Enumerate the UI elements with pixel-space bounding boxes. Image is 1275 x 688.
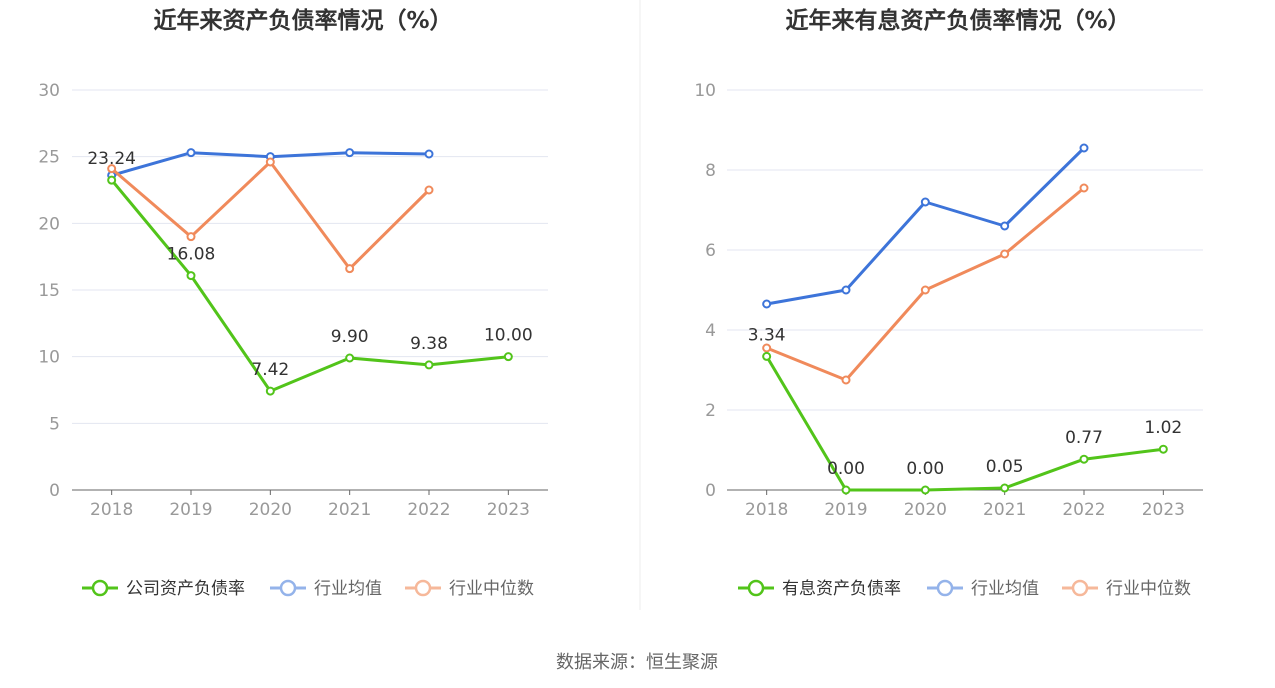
- data-label: 7.42: [251, 360, 289, 380]
- y-tick-label: 5: [49, 414, 60, 434]
- y-tick-label: 30: [38, 81, 60, 101]
- legend-item-0[interactable]: 有息资产负债率: [738, 579, 901, 599]
- y-tick-label: 2: [705, 401, 716, 421]
- legend-label: 公司资产负债率: [126, 579, 245, 599]
- chart-panel-interest-debt-ratio: 近年来有息资产负债率情况（%） 0 2 4 6 8 10 2018 2019 2020 2021 20…: [694, 7, 1203, 599]
- y-tick-label: 8: [705, 161, 716, 181]
- legend-item-2[interactable]: 行业中位数: [1062, 579, 1191, 599]
- y-tick-label: 0: [49, 481, 60, 501]
- legend-label: 行业均值: [971, 579, 1039, 599]
- y-tick-label: 10: [38, 348, 60, 368]
- data-point[interactable]: [1000, 249, 1010, 259]
- data-point[interactable]: [1158, 444, 1168, 454]
- legend-marker-icon: [91, 579, 109, 597]
- y-tick-label: 10: [694, 81, 716, 101]
- data-point[interactable]: [424, 149, 434, 159]
- legend-item-0[interactable]: 公司资产负债率: [82, 579, 245, 599]
- data-label: 23.24: [87, 149, 136, 169]
- data-label: 0.05: [986, 457, 1024, 477]
- data-point[interactable]: [920, 285, 930, 295]
- data-label: 0.77: [1065, 428, 1103, 448]
- data-point[interactable]: [1079, 183, 1089, 193]
- data-point[interactable]: [1000, 483, 1010, 493]
- data-point[interactable]: [1079, 454, 1089, 464]
- x-tick-label: 2018: [745, 500, 788, 520]
- data-label: 9.90: [331, 327, 369, 347]
- x-tick-label: 2020: [249, 500, 292, 520]
- data-point[interactable]: [186, 271, 196, 281]
- legend-marker-icon: [279, 579, 297, 597]
- y-tick-label: 15: [38, 281, 60, 301]
- data-point[interactable]: [762, 343, 772, 353]
- y-tick-label: 6: [705, 241, 716, 261]
- series-line-0: [110, 179, 509, 393]
- y-tick-label: 25: [38, 148, 60, 168]
- legend-label: 有息资产负债率: [782, 579, 901, 599]
- data-point[interactable]: [345, 148, 355, 158]
- data-point[interactable]: [345, 353, 355, 363]
- data-point[interactable]: [920, 197, 930, 207]
- data-point[interactable]: [424, 360, 434, 370]
- data-point[interactable]: [186, 148, 196, 158]
- data-point[interactable]: [762, 299, 772, 309]
- x-tick-label: 2019: [169, 500, 212, 520]
- legend-item-1[interactable]: 行业均值: [270, 579, 382, 599]
- chart-title: 近年来有息资产负债率情况（%）: [785, 7, 1130, 34]
- data-point[interactable]: [841, 375, 851, 385]
- data-point[interactable]: [424, 185, 434, 195]
- x-tick-label: 2021: [328, 500, 371, 520]
- chart-title: 近年来资产负债率情况（%）: [153, 7, 452, 34]
- x-tick-label: 2018: [90, 500, 133, 520]
- legend-label: 行业均值: [314, 579, 382, 599]
- data-point[interactable]: [107, 175, 117, 185]
- data-label: 16.08: [167, 245, 216, 265]
- data-point[interactable]: [1000, 221, 1010, 231]
- legend-marker-icon: [747, 579, 765, 597]
- data-label: 3.34: [748, 325, 786, 345]
- data-point[interactable]: [265, 157, 275, 167]
- legend-marker-icon: [414, 579, 432, 597]
- data-point[interactable]: [841, 285, 851, 295]
- series-line-2: [766, 186, 1085, 382]
- legend-label: 行业中位数: [449, 579, 534, 599]
- data-label: 0.00: [827, 459, 865, 479]
- data-point[interactable]: [1079, 143, 1089, 153]
- data-label: 10.00: [484, 326, 533, 346]
- series-line-2: [110, 160, 431, 271]
- legend-marker-icon: [1071, 579, 1089, 597]
- series-line-0: [765, 355, 1164, 492]
- legend-marker-icon: [936, 579, 954, 597]
- data-point[interactable]: [920, 485, 930, 495]
- data-label: 9.38: [410, 334, 448, 354]
- x-tick-label: 2022: [407, 500, 450, 520]
- data-point[interactable]: [265, 386, 275, 396]
- data-point[interactable]: [841, 485, 851, 495]
- y-tick-label: 20: [38, 214, 60, 234]
- x-tick-label: 2022: [1062, 500, 1105, 520]
- data-point[interactable]: [503, 352, 513, 362]
- y-tick-label: 4: [705, 321, 716, 341]
- x-tick-label: 2023: [1142, 500, 1185, 520]
- data-point[interactable]: [107, 164, 117, 174]
- x-tick-label: 2021: [983, 500, 1026, 520]
- x-tick-label: 2019: [824, 500, 867, 520]
- data-source-text: 数据来源：恒生聚源: [556, 652, 718, 673]
- data-label: 1.02: [1144, 418, 1182, 438]
- data-point[interactable]: [345, 264, 355, 274]
- data-point[interactable]: [186, 232, 196, 242]
- legend-label: 行业中位数: [1106, 579, 1191, 599]
- x-tick-label: 2023: [487, 500, 530, 520]
- x-tick-label: 2020: [904, 500, 947, 520]
- legend-item-2[interactable]: 行业中位数: [405, 579, 534, 599]
- y-tick-label: 0: [705, 481, 716, 501]
- data-point[interactable]: [762, 351, 772, 361]
- data-label: 0.00: [906, 459, 944, 479]
- legend-item-1[interactable]: 行业均值: [927, 579, 1039, 599]
- chart-panel-debt-ratio: 近年来资产负债率情况（%） 0 5 10 15 20 25 30 2018 2019 2020 202…: [38, 7, 548, 599]
